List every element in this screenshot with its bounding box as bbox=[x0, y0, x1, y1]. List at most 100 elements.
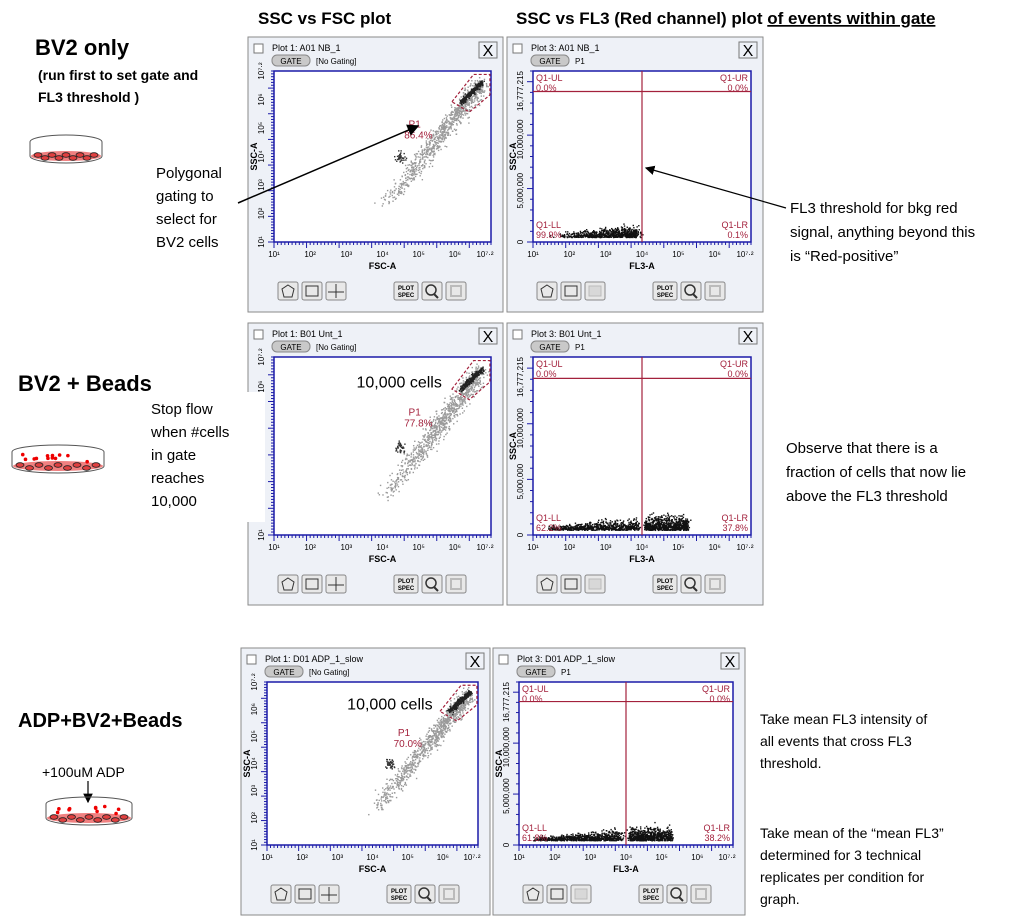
header-right-underlined: of events within gate bbox=[767, 9, 935, 28]
event-dot bbox=[413, 454, 414, 455]
event-dot bbox=[473, 389, 474, 390]
event-dot bbox=[461, 96, 462, 97]
event-dot bbox=[625, 229, 626, 230]
event-dot bbox=[387, 500, 388, 501]
event-dot bbox=[401, 185, 402, 186]
event-dot bbox=[659, 516, 660, 517]
event-dot bbox=[591, 529, 592, 530]
event-dot bbox=[466, 377, 467, 378]
event-dot bbox=[674, 517, 675, 518]
event-dot bbox=[471, 394, 472, 395]
event-dot bbox=[686, 526, 687, 527]
event-dot bbox=[419, 461, 420, 462]
event-dot bbox=[402, 162, 403, 163]
event-dot bbox=[630, 227, 631, 228]
event-dot bbox=[413, 167, 414, 168]
event-dot bbox=[445, 137, 446, 138]
event-dot bbox=[413, 447, 414, 448]
event-dot bbox=[388, 201, 389, 202]
event-dot bbox=[440, 432, 441, 433]
event-dot bbox=[413, 465, 414, 466]
event-dot bbox=[427, 144, 428, 145]
event-dot bbox=[463, 99, 464, 100]
event-dot bbox=[408, 169, 409, 170]
event-dot bbox=[411, 174, 412, 175]
icon bbox=[589, 286, 601, 296]
event-dot bbox=[404, 453, 405, 454]
close-label: X bbox=[743, 43, 754, 60]
event-dot bbox=[600, 232, 601, 233]
x-tick-label: 10³ bbox=[600, 543, 612, 552]
event-dot bbox=[437, 423, 438, 424]
event-dot bbox=[456, 388, 457, 389]
plot-title: Plot 3: B01 Unt_1 bbox=[531, 329, 602, 339]
event-dot bbox=[468, 394, 469, 395]
event-dot bbox=[438, 434, 439, 435]
event-dot bbox=[478, 386, 479, 387]
event-dot bbox=[404, 443, 405, 444]
event-dot bbox=[394, 192, 395, 193]
event-dot bbox=[471, 106, 472, 107]
event-dot bbox=[442, 409, 443, 410]
event-dot bbox=[398, 190, 399, 191]
event-dot bbox=[458, 116, 459, 117]
event-dot bbox=[476, 94, 477, 95]
event-dot bbox=[392, 481, 393, 482]
event-dot bbox=[426, 142, 427, 143]
event-dot bbox=[398, 481, 399, 482]
event-dot bbox=[470, 96, 471, 97]
x-tick-label: 10² bbox=[564, 250, 576, 259]
event-dot bbox=[610, 520, 611, 521]
event-dot bbox=[663, 523, 664, 524]
event-dot bbox=[417, 461, 418, 462]
event-dot bbox=[393, 179, 394, 180]
event-dot bbox=[459, 111, 460, 112]
event-dot bbox=[440, 434, 441, 435]
event-dot bbox=[474, 100, 475, 101]
event-dot bbox=[446, 422, 447, 423]
event-dot bbox=[433, 447, 434, 448]
event-dot bbox=[389, 191, 390, 192]
event-dot bbox=[443, 129, 444, 130]
event-dot bbox=[442, 425, 443, 426]
event-dot bbox=[461, 395, 462, 396]
event-dot bbox=[630, 521, 631, 522]
event-dot bbox=[438, 415, 439, 416]
y-axis-label: SSC-A bbox=[249, 142, 259, 171]
event-dot bbox=[400, 183, 401, 184]
event-dot bbox=[476, 376, 477, 377]
event-dot bbox=[412, 163, 413, 164]
event-dot bbox=[590, 522, 591, 523]
event-dot bbox=[617, 520, 618, 521]
event-dot bbox=[562, 234, 563, 235]
x-axis-label: FSC-A bbox=[369, 554, 397, 564]
event-dot bbox=[643, 524, 644, 525]
x-tick-label: 10⁵ bbox=[413, 543, 425, 552]
event-dot bbox=[408, 468, 409, 469]
y-tick-label: 10⁵ bbox=[257, 122, 266, 134]
event-dot bbox=[436, 434, 437, 435]
event-dot bbox=[456, 123, 457, 124]
event-dot bbox=[439, 128, 440, 129]
event-dot bbox=[451, 104, 452, 105]
event-dot bbox=[469, 384, 470, 385]
event-dot bbox=[405, 174, 406, 175]
event-dot bbox=[441, 417, 442, 418]
event-dot bbox=[405, 479, 406, 480]
event-dot bbox=[380, 485, 381, 486]
event-dot bbox=[420, 456, 421, 457]
event-dot bbox=[609, 232, 610, 233]
event-dot bbox=[427, 157, 428, 158]
event-dot bbox=[452, 408, 453, 409]
event-dot bbox=[593, 529, 594, 530]
event-dot bbox=[419, 465, 420, 466]
event-dot bbox=[395, 483, 396, 484]
event-dot bbox=[472, 378, 473, 379]
event-dot bbox=[419, 172, 420, 173]
event-dot bbox=[667, 513, 668, 514]
event-dot bbox=[610, 528, 611, 529]
event-dot bbox=[477, 84, 478, 85]
event-dot bbox=[446, 115, 447, 116]
event-dot bbox=[438, 443, 439, 444]
event-dot bbox=[474, 93, 475, 94]
